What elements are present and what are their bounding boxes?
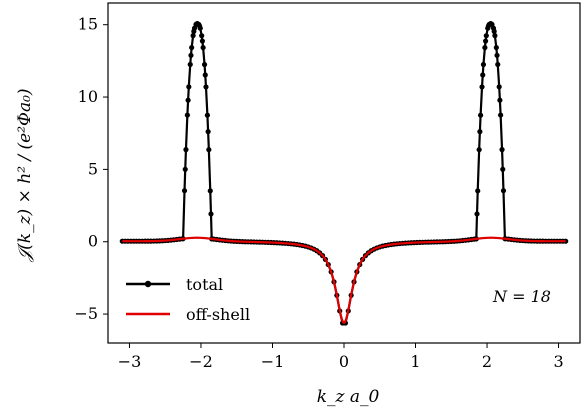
x-tick-label: 3	[553, 352, 563, 371]
series-total-point	[181, 188, 188, 194]
series-total-point	[182, 166, 188, 172]
series-total-point	[480, 72, 486, 78]
series-total-point	[495, 61, 501, 68]
x-tick-label: 0	[339, 352, 349, 371]
legend: total off-shell	[126, 275, 250, 324]
series-total-point	[183, 147, 189, 153]
y-tick-label: −5	[74, 304, 98, 323]
x-tick-label: 2	[482, 352, 492, 371]
series-layer	[119, 21, 569, 326]
series-total-point	[494, 52, 500, 58]
series-total-point	[500, 188, 507, 194]
y-tick-label: 0	[88, 232, 98, 251]
series-total-point	[188, 52, 194, 58]
axes-layer: −3 −2 −1 0 1 2 3 −5 0 5 10 15	[74, 2, 581, 371]
series-total-point	[190, 33, 196, 39]
series-total-point	[563, 238, 569, 244]
annotation-n: N = 18	[492, 287, 551, 306]
x-tick-label: −2	[189, 352, 213, 371]
series-total-point	[475, 188, 481, 194]
series-total-point	[476, 147, 482, 153]
legend-offshell-label: off-shell	[186, 305, 250, 324]
series-offshell-line	[121, 236, 567, 324]
series-total-point	[500, 166, 506, 172]
y-tick-label: 10	[78, 87, 98, 106]
y-tick-label: 5	[88, 159, 98, 178]
series-total-point	[200, 45, 206, 51]
series-total-point	[199, 38, 205, 44]
series-total-point	[199, 33, 205, 39]
series-total-point	[205, 129, 211, 135]
series-total-point	[482, 45, 488, 51]
series-total-point	[202, 72, 208, 78]
series-total-point	[493, 44, 499, 51]
series-total-point	[498, 112, 504, 118]
series-total-point	[483, 33, 489, 39]
x-tick-label: −1	[261, 352, 285, 371]
series-total-point	[184, 112, 190, 118]
series-total-point	[201, 61, 208, 68]
series-total-point	[491, 28, 497, 34]
series-total-point	[206, 147, 212, 153]
series-total-point	[187, 61, 193, 68]
legend-total-marker	[144, 280, 152, 288]
series-total-point	[185, 97, 191, 103]
series-total-point	[204, 112, 211, 118]
series-total-point	[499, 147, 505, 153]
series-total-point	[477, 112, 484, 118]
y-axis-label: 𝒥(k_z) × h² / (e²Φa₀)	[15, 88, 35, 262]
series-total-point	[479, 84, 485, 90]
y-tick-label: 15	[78, 15, 98, 34]
series-total-point	[497, 97, 503, 103]
series-total-point	[483, 38, 489, 44]
series-total-point	[203, 84, 209, 90]
series-total-point	[208, 211, 214, 217]
legend-total-label: total	[186, 275, 223, 294]
series-total-point	[197, 25, 203, 31]
series-total-point	[496, 84, 502, 90]
series-total-point	[492, 33, 498, 39]
series-total-point	[480, 61, 487, 68]
series-total-point	[207, 188, 213, 194]
series-total-point	[477, 129, 483, 135]
x-tick-label: −3	[118, 352, 142, 371]
series-total-point	[189, 44, 195, 51]
series-total-point	[186, 84, 192, 90]
x-axis-label: k_z a_0	[317, 387, 380, 407]
series-total-point	[474, 211, 480, 217]
x-tick-label: 1	[410, 352, 420, 371]
